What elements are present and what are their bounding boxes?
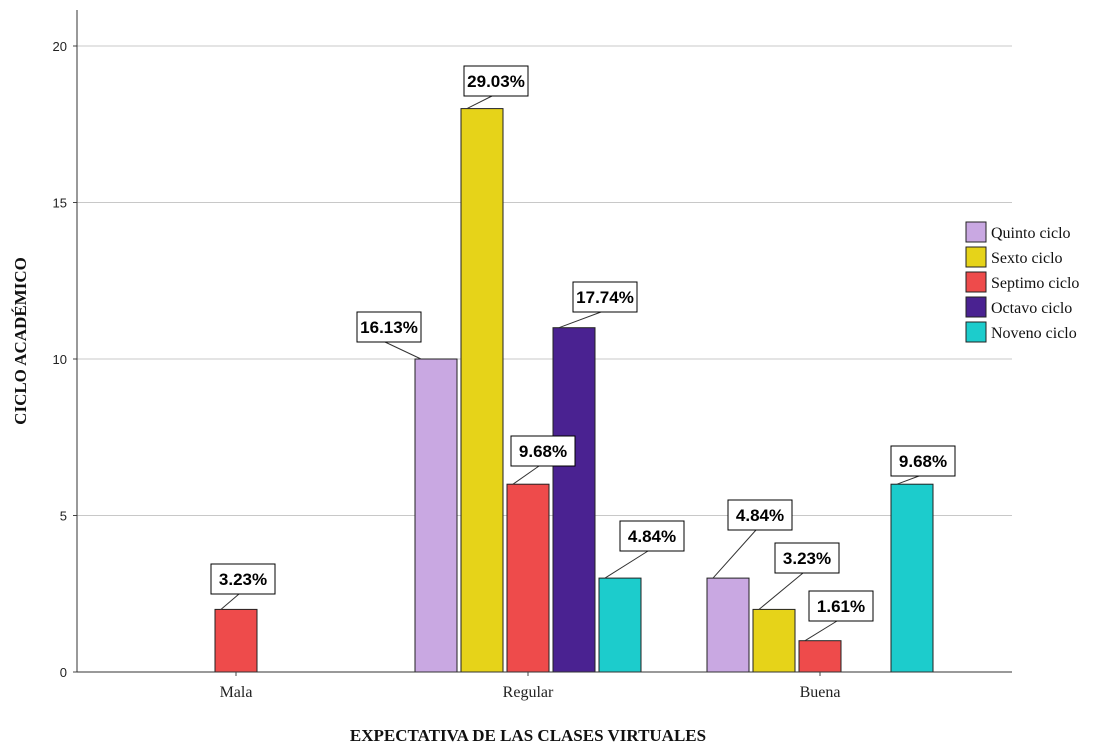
x-tick-label: Regular	[503, 684, 554, 701]
data-label-box	[356, 311, 422, 343]
legend-label: Sexto ciclo	[991, 250, 1063, 267]
data-label: 3.23%	[219, 570, 267, 589]
data-label-box	[774, 542, 840, 574]
leader-line	[220, 593, 240, 610]
leader-line	[466, 95, 493, 110]
leader-line	[804, 620, 838, 642]
y-tick-label: 15	[53, 196, 67, 211]
x-axis-title: EXPECTATIVA DE LAS CLASES VIRTUALES	[350, 726, 706, 744]
legend: Quinto ciclo Sexto ciclo Septimo ciclo Octa…	[965, 221, 1079, 343]
leader-line	[712, 529, 757, 579]
leader-line	[512, 465, 540, 485]
data-label: 3.23%	[783, 549, 831, 568]
bar	[460, 108, 504, 673]
data-labels: 3.23% 16.13% 29.03% 9.68% 17.74% 4.84% 4.84% 3.…	[210, 65, 956, 642]
leader-line	[604, 550, 649, 579]
data-label-box	[619, 520, 685, 552]
x-tick-label: Buena	[800, 684, 841, 701]
data-label: 4.84%	[628, 527, 676, 546]
bar	[890, 483, 934, 673]
bar	[552, 327, 596, 673]
leader-line	[758, 572, 804, 610]
data-label-box	[463, 65, 529, 97]
leader-line	[384, 341, 422, 360]
data-label-box	[210, 563, 276, 595]
data-label: 9.68%	[899, 452, 947, 471]
axes	[76, 10, 1012, 673]
y-tick-label: 5	[60, 509, 67, 524]
legend-label: Septimo ciclo	[991, 275, 1079, 292]
y-tick-label: 0	[60, 665, 67, 680]
y-tick-labels: 0 5 10 15 20	[53, 39, 77, 680]
y-tick-label: 20	[53, 39, 67, 54]
data-label-box	[510, 435, 576, 467]
legend-swatch	[965, 221, 987, 243]
legend-swatch	[965, 321, 987, 343]
bar	[414, 358, 458, 673]
data-label-box	[572, 281, 638, 313]
bar	[706, 577, 750, 673]
data-label: 16.13%	[360, 318, 418, 337]
legend-label: Noveno ciclo	[991, 325, 1077, 342]
data-label: 17.74%	[576, 288, 634, 307]
data-label: 9.68%	[519, 442, 567, 461]
data-label-box	[890, 445, 956, 477]
bars	[214, 108, 934, 673]
data-label-box	[727, 499, 793, 531]
data-label: 29.03%	[467, 72, 525, 91]
bar	[598, 577, 642, 673]
data-label-box	[808, 590, 874, 622]
legend-label: Quinto ciclo	[991, 225, 1071, 242]
legend-label: Octavo ciclo	[991, 300, 1072, 317]
bar	[798, 640, 842, 673]
legend-swatch	[965, 271, 987, 293]
data-label: 1.61%	[817, 597, 865, 616]
leader-line	[558, 311, 602, 329]
legend-swatch	[965, 296, 987, 318]
category-labels: Mala Regular Buena	[220, 672, 841, 701]
bar	[214, 608, 258, 673]
y-tick-label: 10	[53, 352, 67, 367]
data-label: 4.84%	[736, 506, 784, 525]
x-tick-label: Mala	[220, 684, 253, 701]
leader-line	[896, 475, 920, 485]
bar	[752, 608, 796, 673]
y-axis-title: CICLO ACADÉMICO	[11, 257, 30, 425]
bar	[506, 483, 550, 673]
legend-swatch	[965, 246, 987, 268]
